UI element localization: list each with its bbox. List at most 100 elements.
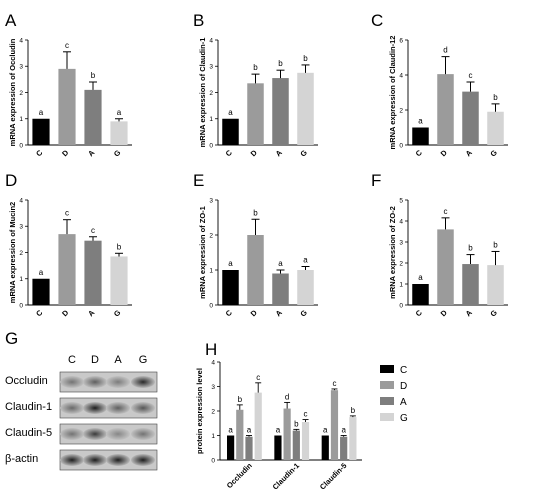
blot-band (106, 428, 130, 440)
significance-letter: c (91, 226, 95, 235)
bar-C (222, 118, 239, 145)
legend-swatch-G (380, 413, 394, 421)
blot-band (131, 376, 155, 388)
bar-A (292, 430, 300, 460)
significance-letter: b (351, 406, 356, 415)
blot-band (131, 402, 155, 414)
bar-D (437, 74, 454, 145)
panel-label-F: F (371, 171, 381, 190)
legend-swatch-A (380, 397, 394, 405)
category-label-A: A (86, 148, 97, 159)
blot-band (83, 428, 107, 440)
significance-letter: b (493, 93, 498, 102)
bar-D (236, 409, 244, 460)
blot-band (83, 402, 107, 414)
y-tick-label: 1 (19, 116, 23, 123)
category-label-C: C (224, 148, 235, 159)
significance-letter: b (493, 240, 498, 249)
significance-letter: a (39, 268, 44, 277)
panel-label-B: B (193, 11, 204, 30)
blot-band (60, 402, 84, 414)
category-label-C: C (34, 148, 45, 159)
blot-band (106, 454, 130, 466)
bar-C (227, 435, 235, 460)
y-tick-label: 0 (209, 142, 213, 149)
significance-letter: c (332, 379, 336, 388)
legend-label-C: C (400, 365, 407, 376)
bar-D (437, 229, 454, 305)
bar-G (297, 270, 314, 305)
blot-band (106, 402, 130, 414)
significance-letter: d (443, 46, 447, 55)
significance-letter: a (303, 256, 308, 265)
y-tick-label: 4 (209, 37, 213, 44)
blot-band (60, 428, 84, 440)
significance-letter: a (228, 426, 233, 435)
bar-C (222, 270, 239, 305)
category-label-D: D (249, 308, 260, 319)
category-label-G: G (488, 148, 499, 159)
blot-band (83, 454, 107, 466)
y-axis-label: protein expression level (195, 368, 204, 454)
bar-G (110, 256, 128, 305)
y-tick-label: 4 (19, 37, 23, 44)
category-label-C: C (224, 308, 235, 319)
panel-label-H: H (205, 340, 217, 359)
y-tick-label: 2 (209, 90, 213, 97)
significance-letter: b (303, 54, 308, 63)
category-label-G: G (298, 308, 309, 319)
bar-G (110, 121, 128, 145)
bar-A (84, 89, 102, 145)
bar-D (330, 390, 339, 460)
category-label-G: G (298, 148, 309, 159)
category-label-A: A (464, 308, 475, 319)
y-axis-label: mRNA expression of Occludin (8, 38, 17, 146)
y-tick-label: 3 (19, 64, 23, 71)
lane-label-D: D (91, 354, 99, 366)
significance-letter: a (228, 108, 233, 117)
significance-letter: d (285, 392, 289, 401)
panel-label-C: C (371, 11, 383, 30)
significance-letter: a (276, 426, 281, 435)
legend-label-D: D (400, 381, 407, 392)
blot-row-label: β-actin (5, 453, 38, 465)
y-tick-label: 1 (19, 276, 23, 283)
category-label-A: A (86, 308, 97, 319)
category-label-C: C (414, 148, 425, 159)
bar-C (321, 435, 329, 460)
significance-letter: c (469, 71, 473, 80)
significance-letter: c (304, 410, 308, 419)
y-tick-label: 0 (19, 302, 23, 309)
significance-letter: a (39, 108, 44, 117)
lane-label-G: G (139, 354, 148, 366)
significance-letter: a (278, 259, 283, 268)
category-label-D: D (439, 308, 450, 319)
bar-A (340, 436, 348, 460)
legend-label-G: G (400, 413, 408, 424)
panel-label-A: A (5, 11, 17, 30)
y-tick-label: 0 (399, 142, 403, 149)
blot-row-label: Claudin-1 (5, 401, 52, 413)
blot-band (60, 454, 84, 466)
y-tick-label: 1 (211, 433, 215, 440)
y-tick-label: 3 (19, 224, 23, 231)
y-axis-label: mRNA expression of Claudin-1 (198, 38, 207, 148)
y-tick-label: 2 (399, 107, 403, 114)
y-tick-label: 4 (399, 72, 403, 79)
y-tick-label: 2 (19, 90, 23, 97)
panel-label-G: G (5, 329, 18, 348)
significance-letter: b (468, 244, 473, 253)
significance-letter: a (228, 259, 233, 268)
category-label-G: G (488, 308, 499, 319)
y-tick-label: 2 (399, 260, 403, 267)
bar-C (274, 435, 282, 460)
bar-D (283, 408, 291, 460)
lane-label-C: C (68, 354, 76, 366)
